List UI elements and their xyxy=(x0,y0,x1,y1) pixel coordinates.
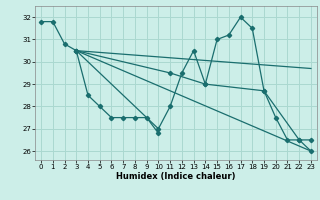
X-axis label: Humidex (Indice chaleur): Humidex (Indice chaleur) xyxy=(116,172,236,181)
